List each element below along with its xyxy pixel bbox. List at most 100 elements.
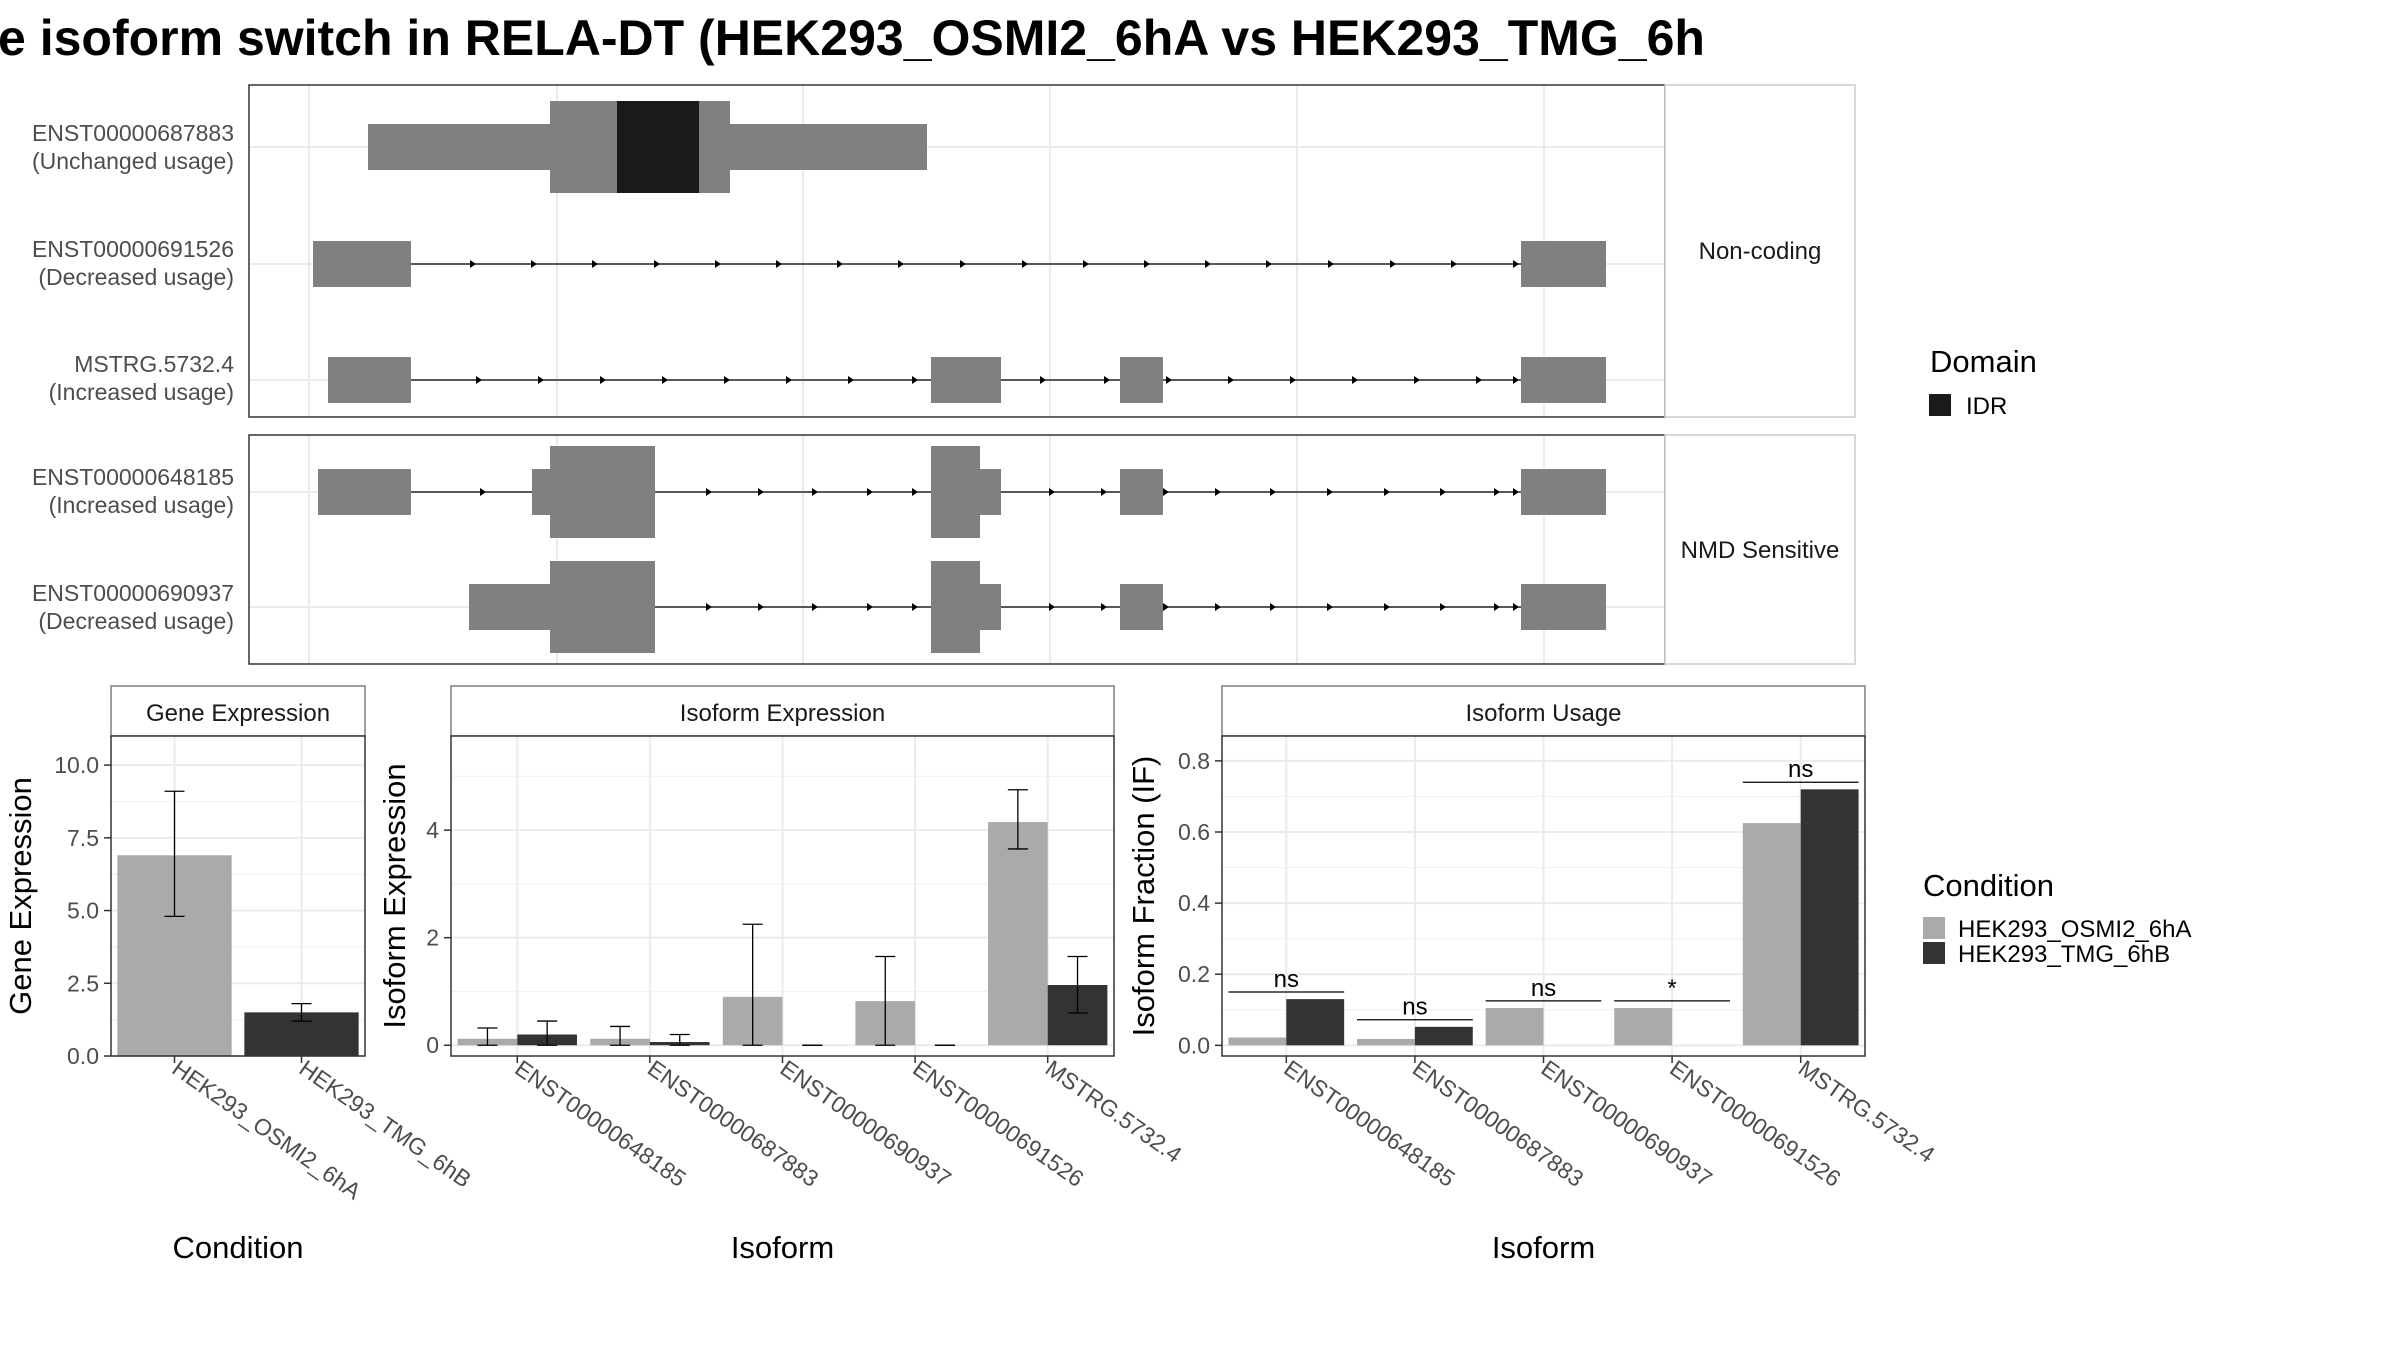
- panel-border: [110, 735, 366, 1057]
- y-tick-label: 0.2: [1178, 961, 1210, 987]
- significance-label: *: [1667, 975, 1676, 1002]
- y-tick-label: 10.0: [54, 752, 99, 778]
- x-axis-title: Isoform: [1492, 1230, 1595, 1265]
- intron-arrow: [1513, 260, 1519, 268]
- exon: [1521, 241, 1606, 287]
- exon: [550, 561, 655, 653]
- bar: [1414, 1026, 1473, 1046]
- structure-strip: [1664, 84, 1856, 418]
- intron-arrow: [898, 260, 904, 268]
- y-tick-label: 0.0: [1178, 1032, 1210, 1058]
- intron-arrow: [470, 260, 476, 268]
- intron-arrow: [1327, 603, 1333, 611]
- transcript-label: ENST00000687883 (Unchanged usage): [32, 120, 234, 174]
- intron-arrow: [867, 488, 873, 496]
- exon: [1521, 584, 1606, 630]
- transcript-status: (Increased usage): [49, 379, 234, 405]
- condition-legend-swatch-osmi: [1923, 917, 1945, 939]
- y-tick-label: 0.0: [67, 1043, 99, 1069]
- x-axis-title: Isoform: [731, 1230, 834, 1265]
- structure-strip: [1664, 434, 1856, 665]
- intron-arrow: [1205, 260, 1211, 268]
- intron-arrow: [1215, 603, 1221, 611]
- domain-legend-title: Domain: [1930, 344, 2037, 379]
- intron-arrow: [1166, 376, 1172, 384]
- intron-arrow: [867, 603, 873, 611]
- y-tick-label: 7.5: [67, 825, 99, 851]
- condition-legend-label: HEK293_OSMI2_6hA: [1958, 916, 2191, 943]
- transcript-label: ENST00000691526 (Decreased usage): [32, 236, 234, 290]
- exon: [550, 446, 655, 538]
- exon: [1120, 469, 1163, 515]
- transcript-id: MSTRG.5732.4: [74, 351, 234, 377]
- intron-arrow: [1040, 376, 1046, 384]
- intron-arrow: [960, 260, 966, 268]
- exon: [328, 357, 411, 403]
- bar: [1485, 1008, 1544, 1046]
- intron-arrow: [1163, 603, 1169, 611]
- transcript-id: ENST00000690937: [32, 580, 234, 606]
- intron-arrow: [654, 260, 660, 268]
- significance-label: ns: [1531, 975, 1556, 1002]
- y-tick-label: 2: [426, 925, 439, 951]
- y-tick-label: 5.0: [67, 898, 99, 924]
- domain-legend-label: IDR: [1966, 393, 2007, 420]
- y-tick-label: 4: [426, 817, 439, 843]
- intron-arrow: [592, 260, 598, 268]
- intron-arrow: [1104, 376, 1110, 384]
- condition-legend: Condition HEK293_OSMI2_6hA HEK293_TMG_6h…: [1923, 868, 2191, 968]
- intron-arrow: [912, 376, 918, 384]
- structure-strip-label: NMD Sensitive: [1681, 537, 1840, 564]
- transcript-id: ENST00000648185: [32, 464, 234, 490]
- bar: [988, 822, 1048, 1046]
- intron-arrow: [758, 603, 764, 611]
- intron-arrow: [1266, 260, 1272, 268]
- bar: [1800, 789, 1859, 1046]
- intron-arrow: [1270, 603, 1276, 611]
- panel-strip-title: Isoform Usage: [1465, 700, 1621, 727]
- exon: [980, 584, 1001, 630]
- y-axis-title: Gene Expression: [3, 777, 38, 1015]
- intron-arrow: [837, 260, 843, 268]
- transcript-structure-plot: Non-coding NMD Sensitive ENST00000687883…: [32, 84, 2037, 665]
- x-axis-title: Condition: [173, 1230, 304, 1265]
- intron-arrow: [1290, 376, 1296, 384]
- bar: [1357, 1038, 1415, 1046]
- intron-arrow: [724, 376, 730, 384]
- intron-arrow: [1022, 260, 1028, 268]
- intron-arrow: [812, 488, 818, 496]
- x-tick-label: MSTRG.5732.4: [1041, 1055, 1187, 1168]
- intron-arrow: [1327, 488, 1333, 496]
- intron-arrow: [1049, 603, 1055, 611]
- intron-arrow: [706, 603, 712, 611]
- figure-title: e isoform switch in RELA-DT (HEK293_OSMI…: [0, 10, 1705, 66]
- transcript-status: (Decreased usage): [38, 608, 234, 634]
- intron-arrow: [912, 488, 918, 496]
- bar: [1228, 1037, 1287, 1046]
- intron-arrow: [1440, 488, 1446, 496]
- exon: [313, 241, 411, 287]
- structure-strip-label: Non-coding: [1699, 238, 1822, 265]
- intron-arrow: [1328, 260, 1334, 268]
- domain-legend-swatch-idr: [1929, 394, 1951, 416]
- intron-arrow: [912, 603, 918, 611]
- bar: [1742, 823, 1801, 1046]
- bar: [1614, 1008, 1673, 1046]
- y-tick-label: 2.5: [67, 970, 99, 996]
- intron-arrow: [1513, 603, 1519, 611]
- y-tick-label: 0.6: [1178, 819, 1210, 845]
- y-tick-label: 0.4: [1178, 890, 1210, 916]
- intron-arrow: [776, 260, 782, 268]
- intron-arrow: [1513, 488, 1519, 496]
- intron-arrow: [812, 603, 818, 611]
- intron-arrow: [1144, 260, 1150, 268]
- condition-legend-label: HEK293_TMG_6hB: [1958, 941, 2170, 968]
- intron-arrow: [758, 488, 764, 496]
- panel-strip-title: Gene Expression: [146, 700, 330, 727]
- intron-arrow: [1384, 488, 1390, 496]
- exon: [1120, 357, 1163, 403]
- transcript-label: MSTRG.5732.4 (Increased usage): [49, 351, 235, 405]
- exon: [931, 446, 980, 538]
- intron-arrow: [600, 376, 606, 384]
